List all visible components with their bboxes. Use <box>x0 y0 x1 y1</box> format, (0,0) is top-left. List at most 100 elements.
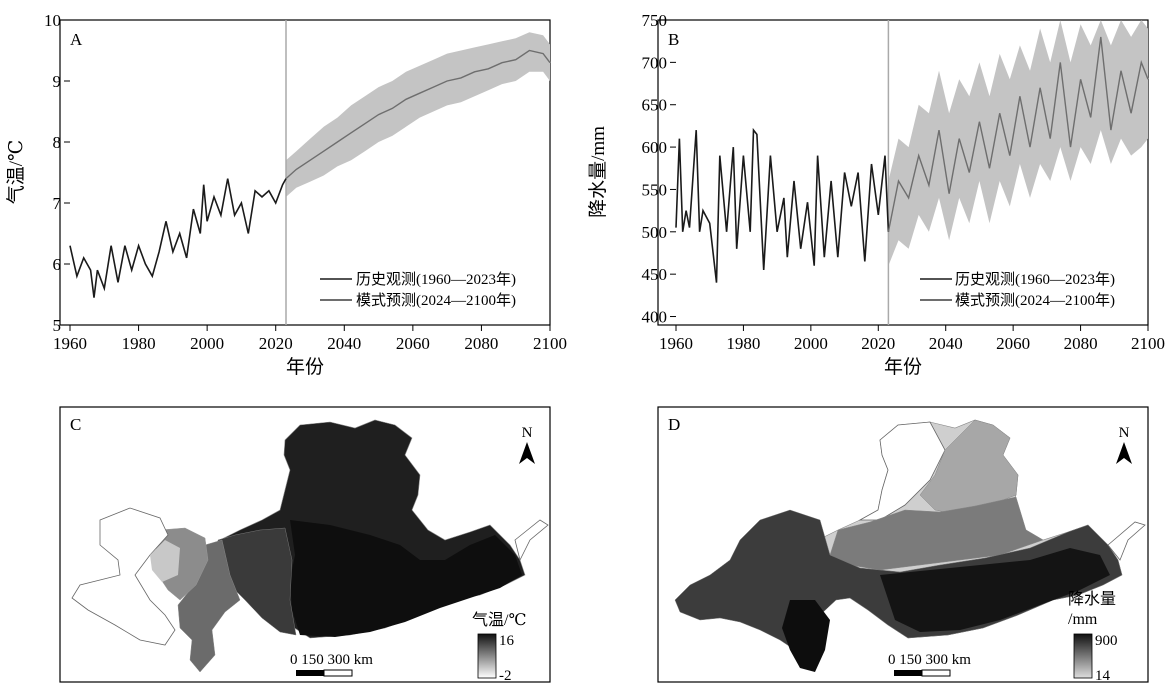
map-d-zone-north-mid <box>919 419 1019 516</box>
panel-c-legend-min: -2 <box>499 668 512 684</box>
x-tick-label: 2060 <box>996 334 1030 353</box>
panel-b-x-ticks: 1960 1980 2000 2020 2040 2060 2080 2100 <box>659 325 1165 353</box>
x-tick-label: 2100 <box>1131 334 1165 353</box>
x-tick-label: 2040 <box>929 334 963 353</box>
panel-b-frame <box>657 19 1149 326</box>
panel-a-band-layer <box>286 32 550 197</box>
panel-a: A 5 6 7 8 9 10 1960 1980 2000 2020 2040 2060 2080 21… <box>5 11 567 378</box>
map-d-estuary <box>1107 521 1146 561</box>
x-tick-label: 2040 <box>327 334 361 353</box>
map-c-zone-southwest <box>177 539 241 673</box>
map-d-zone-central-band <box>829 496 1044 571</box>
panel-d-legend-unit: /mm <box>1068 611 1098 628</box>
panel-b-y-ticks: 400 450 500 550 600 650 700 750 <box>642 11 676 327</box>
y-tick-label: 400 <box>642 308 668 327</box>
panel-a-lines <box>69 49 551 298</box>
x-tick-label: 2020 <box>259 334 293 353</box>
panel-c-letter: C <box>70 415 81 434</box>
panel-a-letter: A <box>70 30 83 49</box>
x-tick-label: 1980 <box>726 334 760 353</box>
y-tick-label: 10 <box>44 11 61 30</box>
panel-d: D N 0 150 300 km 降水量 /mm 900 14 <box>657 406 1149 684</box>
panel-c-colorbar: 气温/℃ 16 -2 <box>472 611 526 684</box>
panel-b-legend: 历史观测(1960—2023年) 模式预测(2024—2100年) <box>920 271 1115 309</box>
series-line-projected <box>887 36 1149 232</box>
map-c-estuary <box>514 519 549 562</box>
panel-c: C N 0 150 300 km 气温/℃ 16 -2 <box>59 406 551 684</box>
panel-d-legend-max: 900 <box>1095 633 1118 649</box>
panel-b-ylabel: 降水量/mm <box>587 126 609 218</box>
x-tick-label: 2060 <box>396 334 430 353</box>
x-tick-label: 2000 <box>190 334 224 353</box>
series-line-projected <box>285 49 551 180</box>
panel-c-temperature-map <box>71 419 549 673</box>
projection-uncertainty-band <box>286 32 550 197</box>
scale-bar-white <box>323 669 353 677</box>
map-d-zone-southeast-wet <box>880 548 1110 632</box>
y-tick-label: 650 <box>642 96 668 115</box>
map-c-zone-highland <box>150 540 180 582</box>
y-tick-label: 450 <box>642 265 668 284</box>
x-tick-label: 1960 <box>659 334 693 353</box>
panel-a-x-ticks: 1960 1980 2000 2020 2040 2060 2080 2100 <box>53 325 567 353</box>
x-tick-label: 2080 <box>464 334 498 353</box>
map-c-zone-source-region <box>71 507 176 646</box>
map-d-zone-southwest-wet <box>782 600 830 672</box>
panel-d-colorbar-ramp <box>1073 633 1093 679</box>
y-tick-label: 550 <box>642 180 668 199</box>
panel-b-lines <box>675 36 1149 283</box>
panel-d-legend-title: 降水量 <box>1068 590 1116 608</box>
panel-d-frame <box>657 406 1149 683</box>
series-line-observed <box>675 127 890 283</box>
scale-bar-black <box>894 670 922 676</box>
panel-a-xlabel: 年份 <box>286 356 324 378</box>
panel-c-colorbar-ramp <box>477 633 497 679</box>
panel-c-north-arrow: N <box>519 425 535 464</box>
x-tick-label: 2100 <box>533 334 567 353</box>
panel-a-frame <box>59 19 551 326</box>
panel-c-scale-label: 0 150 300 km <box>290 652 373 668</box>
y-tick-label: 8 <box>53 133 62 152</box>
panel-d-north-label: N <box>1119 425 1130 441</box>
x-tick-label: 2020 <box>861 334 895 353</box>
x-tick-label: 2000 <box>794 334 828 353</box>
panel-c-legend-max: 16 <box>499 633 515 649</box>
y-tick-label: 7 <box>53 194 62 213</box>
panel-a-y-ticks: 5 6 7 8 9 10 <box>44 11 70 335</box>
panel-a-legend-proj: 模式预测(2024—2100年) <box>356 292 516 309</box>
scale-bar-black <box>296 670 324 676</box>
map-c-zone-southeast <box>290 520 522 637</box>
y-tick-label: 6 <box>53 255 62 274</box>
panel-d-colorbar: 降水量 /mm 900 14 <box>1068 590 1118 684</box>
y-tick-label: 700 <box>642 53 668 72</box>
y-tick-label: 500 <box>642 223 668 242</box>
panel-b-legend-hist: 历史观测(1960—2023年) <box>955 271 1115 288</box>
panel-d-scale-label: 0 150 300 km <box>888 652 971 668</box>
scale-bar-white <box>921 669 951 677</box>
x-tick-label: 1980 <box>122 334 156 353</box>
north-arrow-icon <box>1116 442 1132 464</box>
panel-d-precipitation-map <box>674 419 1146 672</box>
x-tick-label: 2080 <box>1064 334 1098 353</box>
panel-c-north-label: N <box>522 425 533 441</box>
x-tick-label: 1960 <box>53 334 87 353</box>
panel-c-legend-title: 气温/℃ <box>472 611 526 629</box>
panel-d-legend-min: 14 <box>1095 668 1111 684</box>
panel-b: B 400 450 500 550 600 650 700 750 1960 1980 2000 2… <box>587 11 1165 378</box>
panel-c-frame <box>59 406 551 683</box>
panel-b-band-layer <box>888 20 1148 266</box>
y-tick-label: 5 <box>53 316 62 335</box>
panel-d-scale-bar: 0 150 300 km <box>888 652 971 677</box>
panel-d-letter: D <box>668 415 680 434</box>
panel-a-legend: 历史观测(1960—2023年) 模式预测(2024—2100年) <box>320 271 516 309</box>
panel-b-xlabel: 年份 <box>884 356 922 378</box>
y-tick-label: 9 <box>53 72 62 91</box>
projection-uncertainty-band <box>888 20 1148 266</box>
panel-b-legend-proj: 模式预测(2024—2100年) <box>955 292 1115 309</box>
panel-a-legend-hist: 历史观测(1960—2023年) <box>356 271 516 288</box>
north-arrow-icon <box>519 442 535 464</box>
panel-c-scale-bar: 0 150 300 km <box>290 652 373 677</box>
series-line-observed <box>69 178 287 298</box>
y-tick-label: 750 <box>642 11 668 30</box>
